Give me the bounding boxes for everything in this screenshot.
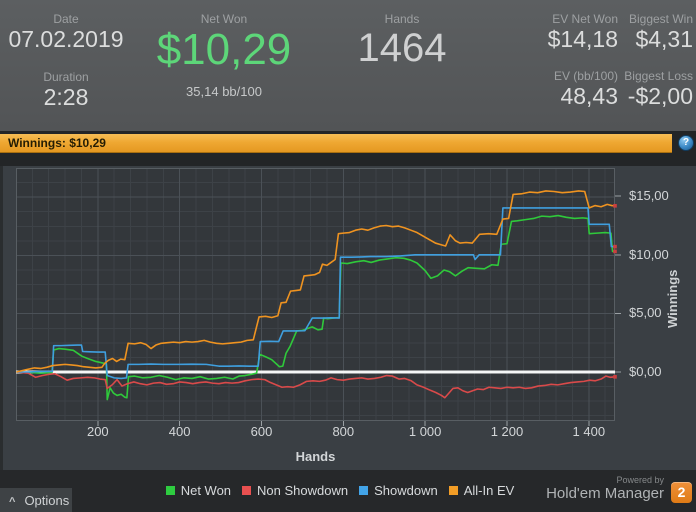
date-duration-column: Date 07.02.2019 Duration 2:28 <box>0 0 132 111</box>
duration-label: Duration <box>43 70 89 84</box>
brand-text: Powered by Hold'em Manager <box>546 475 664 503</box>
hm2-logo-icon: 2 <box>671 482 692 503</box>
legend-item-showdown[interactable]: Showdown <box>359 483 438 498</box>
x-tick-800: 800 <box>332 424 355 439</box>
hands-label: Hands <box>384 12 420 26</box>
winnings-section-bar[interactable]: Winnings: $10,29 <box>0 134 672 153</box>
winnings-chart-panel: 200 400 600 800 1 000 1 200 1 400 $15,00… <box>0 166 696 470</box>
x-tick-1400: 1 400 <box>572 424 606 439</box>
ev-net-won-label: EV Net Won <box>552 12 618 26</box>
chevron-up-icon: ^ <box>9 496 16 508</box>
net-won-value: $10,29 <box>156 25 292 74</box>
y-axis-title: Winnings <box>665 269 680 329</box>
legend-item-non-showdown[interactable]: Non Showdown <box>242 483 348 498</box>
hands-column: Hands 1464 <box>328 0 476 70</box>
date-label: Date <box>53 12 79 26</box>
legend-swatch-showdown <box>359 486 369 495</box>
legend-item-net-won[interactable]: Net Won <box>165 483 231 498</box>
stats-header: Date 07.02.2019 Duration 2:28 Net Won $1… <box>0 0 696 131</box>
biggest-win-label: Biggest Win <box>628 12 693 26</box>
options-label: Options <box>24 492 70 508</box>
ev-bb100-value: 48,43 <box>560 83 618 109</box>
brand-badge-group: Powered by Hold'em Manager 2 <box>546 475 692 503</box>
hands-value: 1464 <box>357 26 447 70</box>
brand-name: Hold'em Manager <box>546 485 664 502</box>
footer-bar: Net Won Non Showdown Showdown All-In EV … <box>0 470 696 512</box>
x-tick-600: 600 <box>250 424 273 439</box>
help-icon[interactable]: ? <box>678 135 694 151</box>
y-tick-10: $10,00 <box>629 246 669 262</box>
y-tick-5: $5,00 <box>629 305 662 321</box>
date-value: 07.02.2019 <box>8 26 124 52</box>
biggest-column: Biggest Win $4,31 Biggest Loss -$2,00 <box>622 0 693 110</box>
powered-by-label: Powered by <box>616 475 664 485</box>
legend-swatch-net-won <box>165 486 175 495</box>
biggest-win-value: $4,31 <box>635 26 693 52</box>
biggest-loss-value: -$2,00 <box>627 83 693 109</box>
x-tick-1200: 1 200 <box>490 424 524 439</box>
legend-item-all-in-ev[interactable]: All-In EV <box>448 483 514 498</box>
chart-legend: Net Won Non Showdown Showdown All-In EV <box>0 483 680 498</box>
x-axis-title: Hands <box>295 449 336 464</box>
winnings-strip: Winnings: $10,29 ? <box>0 131 696 166</box>
net-won-column: Net Won $10,29 35,14 bb/100 <box>132 0 316 99</box>
y-tick-0: $0,00 <box>629 364 662 379</box>
winnings-line-chart <box>16 168 621 426</box>
legend-swatch-non-showdown <box>242 486 252 495</box>
legend-swatch-all-in-ev <box>448 486 458 495</box>
net-won-label: Net Won <box>200 12 248 26</box>
y-tick-15: $15,00 <box>629 188 669 204</box>
panel-left-edge <box>0 166 3 470</box>
x-tick-400: 400 <box>168 424 191 439</box>
duration-value: 2:28 <box>43 84 89 110</box>
ev-column: EV Net Won $14,18 EV (bb/100) 48,43 <box>498 0 618 110</box>
ev-bb100-label: EV (bb/100) <box>553 69 618 83</box>
options-button[interactable]: ^ Options <box>0 488 72 512</box>
ev-net-won-value: $14,18 <box>547 26 618 52</box>
x-tick-200: 200 <box>86 424 109 439</box>
biggest-loss-label: Biggest Loss <box>624 69 693 83</box>
net-won-bb100: 35,14 bb/100 <box>186 84 262 99</box>
x-tick-1000: 1 000 <box>408 424 442 439</box>
